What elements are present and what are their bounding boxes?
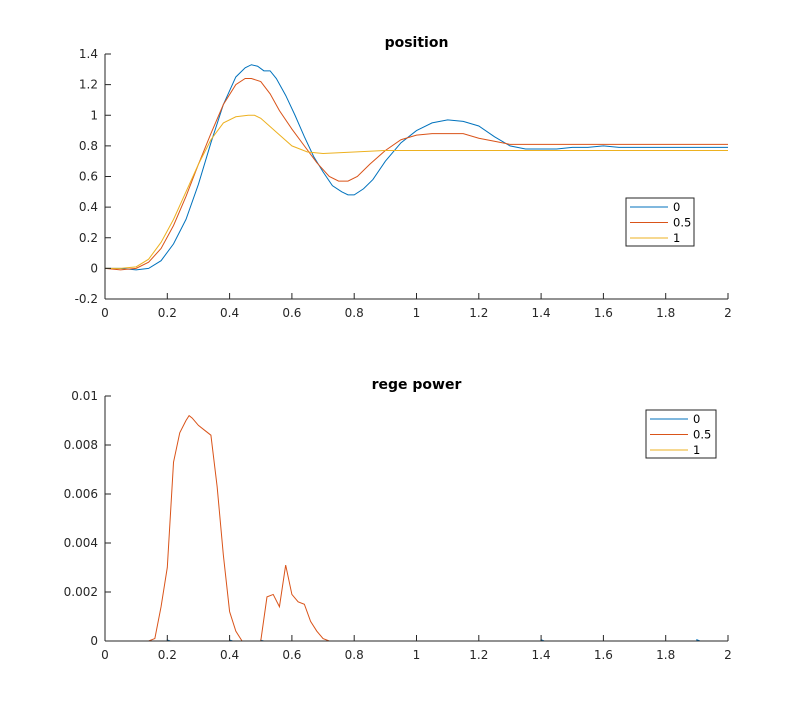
x-tick-label: 0.2 bbox=[158, 648, 177, 662]
x-tick-label: 2 bbox=[724, 306, 732, 320]
series-line-0-5 bbox=[105, 78, 728, 271]
x-tick-label: 1.4 bbox=[532, 306, 551, 320]
y-tick-label: 0 bbox=[90, 261, 98, 275]
legend-label: 0 bbox=[673, 200, 680, 214]
x-tick-label: 0.8 bbox=[345, 306, 364, 320]
series-line-1 bbox=[105, 114, 728, 269]
x-tick-label: 1.8 bbox=[656, 306, 675, 320]
legend-label: 0.5 bbox=[673, 216, 691, 230]
series-line-0-5 bbox=[105, 414, 728, 641]
x-tick-label: 1 bbox=[413, 648, 421, 662]
y-tick-label: 0.006 bbox=[64, 487, 98, 501]
x-tick-label: 1.8 bbox=[656, 648, 675, 662]
y-tick-label: 0.01 bbox=[71, 389, 98, 403]
x-tick-label: 0.6 bbox=[282, 306, 301, 320]
y-tick-label: 0.6 bbox=[79, 170, 98, 184]
plot-area bbox=[105, 64, 728, 271]
x-tick-label: 1 bbox=[413, 306, 421, 320]
x-tick-label: 0.6 bbox=[282, 648, 301, 662]
y-tick-label: 0.2 bbox=[79, 231, 98, 245]
x-tick-label: 1.6 bbox=[594, 648, 613, 662]
y-tick-label: -0.2 bbox=[75, 292, 98, 306]
y-tick-label: 0 bbox=[90, 634, 98, 648]
series-line-0 bbox=[105, 64, 728, 271]
legend: 00.51 bbox=[645, 409, 717, 459]
x-tick-label: 0.4 bbox=[220, 306, 239, 320]
x-tick-label: 1.2 bbox=[469, 306, 488, 320]
y-tick-label: 0.4 bbox=[79, 200, 98, 214]
y-tick-label: 1 bbox=[90, 108, 98, 122]
x-tick-label: 0.2 bbox=[158, 306, 177, 320]
legend: 00.51 bbox=[625, 197, 695, 247]
x-tick-label: 0.4 bbox=[220, 648, 239, 662]
plot-area bbox=[105, 414, 728, 641]
axes-2: 0 0.2 0.4 0.6 0.8 1 1.2 1.4 1.6 1.8 2 0 0.002 0.004 0.… bbox=[64, 377, 732, 662]
y-tick-label: 0.008 bbox=[64, 438, 98, 452]
y-tick-label: 0.8 bbox=[79, 139, 98, 153]
x-tick-label: 0 bbox=[101, 306, 109, 320]
legend-label: 0 bbox=[693, 412, 700, 426]
x-tick-label: 0.8 bbox=[345, 648, 364, 662]
legend-label: 1 bbox=[673, 231, 680, 245]
y-tick-label: 1.4 bbox=[79, 47, 98, 61]
axes-1: 0 0.2 0.4 0.6 0.8 1 1.2 1.4 1.6 1.8 2-0.200.20.40.… bbox=[75, 35, 732, 320]
legend-label: 1 bbox=[693, 443, 700, 457]
y-tick-label: 0.004 bbox=[64, 536, 98, 550]
x-tick-label: 1.6 bbox=[594, 306, 613, 320]
x-tick-label: 1.2 bbox=[469, 648, 488, 662]
y-tick-label: 0.002 bbox=[64, 585, 98, 599]
legend-label: 0.5 bbox=[693, 428, 711, 442]
chart-title: rege power bbox=[372, 377, 462, 393]
x-tick-label: 1.4 bbox=[532, 648, 551, 662]
y-tick-label: 1.2 bbox=[79, 78, 98, 92]
chart-title: position bbox=[385, 35, 449, 51]
x-tick-label: 2 bbox=[724, 648, 732, 662]
x-tick-label: 0 bbox=[101, 648, 109, 662]
